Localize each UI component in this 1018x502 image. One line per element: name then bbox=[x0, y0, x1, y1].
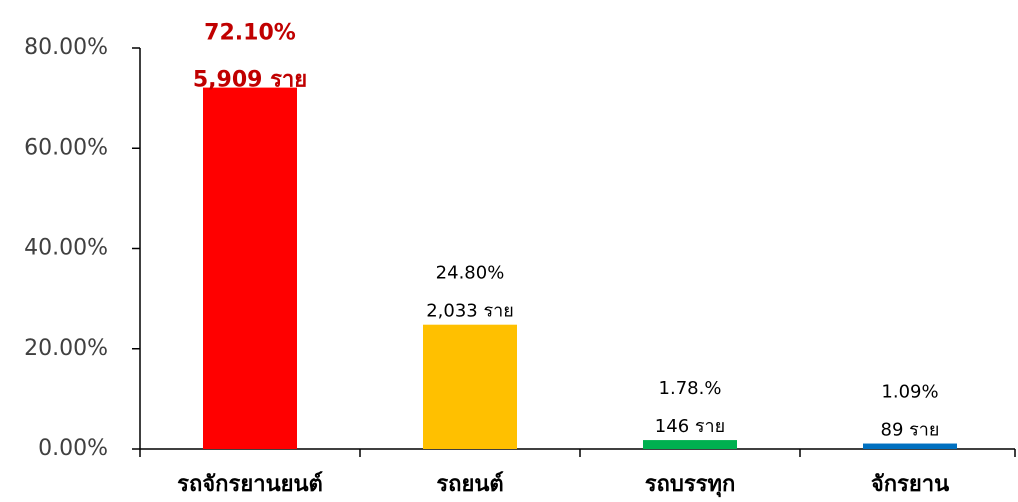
x-tick-label: รถบรรทุก bbox=[645, 472, 736, 498]
y-tick-label: 20.00% bbox=[24, 336, 108, 361]
value-label: 1.78.% bbox=[659, 378, 722, 399]
y-tick-label: 60.00% bbox=[24, 135, 108, 160]
bar bbox=[203, 87, 297, 449]
count-label: 5,909 ราย bbox=[193, 68, 307, 93]
y-tick-label: 40.00% bbox=[24, 236, 108, 261]
x-tick-label: รถยนต์ bbox=[436, 471, 503, 497]
bar bbox=[423, 324, 517, 449]
bar bbox=[643, 440, 737, 449]
bar bbox=[863, 443, 957, 449]
x-tick-label: รถจักรยานยนต์ bbox=[177, 471, 323, 497]
count-label: 146 ราย bbox=[655, 416, 725, 437]
value-label: 72.10% bbox=[204, 21, 296, 46]
value-label: 1.09% bbox=[881, 382, 938, 403]
value-label: 24.80% bbox=[436, 263, 505, 284]
count-label: 2,033 ราย bbox=[426, 301, 514, 322]
count-label: 89 ราย bbox=[881, 420, 940, 441]
y-tick-label: 80.00% bbox=[24, 35, 108, 60]
x-tick-label: จักรยาน bbox=[871, 472, 949, 497]
y-tick-label: 0.00% bbox=[38, 436, 108, 461]
